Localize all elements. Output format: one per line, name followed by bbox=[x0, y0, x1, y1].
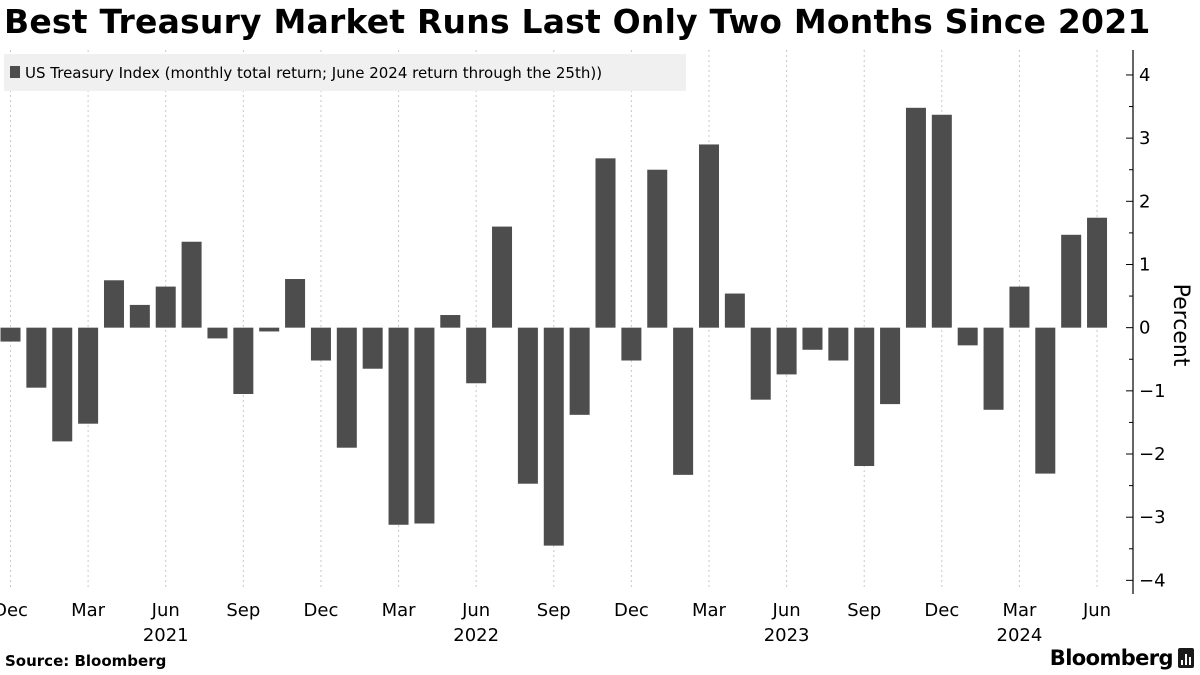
bar-2022-06 bbox=[466, 327, 487, 384]
bar-2021-12 bbox=[310, 327, 331, 361]
bar-2022-01 bbox=[336, 327, 357, 448]
x-tick-label: Sep bbox=[847, 600, 881, 621]
chart-bars-icon bbox=[1178, 648, 1194, 668]
bar-2021-09 bbox=[233, 327, 254, 394]
brand-logo: Bloomberg bbox=[1050, 646, 1194, 670]
bar-2023-08 bbox=[828, 327, 849, 361]
legend: US Treasury Index (monthly total return;… bbox=[4, 54, 686, 91]
bar-2023-09 bbox=[854, 327, 875, 467]
x-tick-label: Mar bbox=[382, 600, 417, 621]
bar-2024-01 bbox=[957, 327, 978, 346]
bar-2021-01 bbox=[26, 327, 47, 388]
bar-2023-05 bbox=[750, 327, 771, 400]
x-tick-label: Mar bbox=[692, 600, 727, 621]
bar-2023-04 bbox=[724, 293, 745, 328]
y-tick-label: 4 bbox=[1139, 65, 1150, 86]
bar-2023-03 bbox=[698, 144, 719, 328]
bar-2022-03 bbox=[388, 327, 409, 525]
x-tick-label: Jun bbox=[151, 600, 180, 621]
bar-2023-07 bbox=[802, 327, 823, 350]
x-year-label: 2022 bbox=[453, 625, 499, 646]
bar-2022-10 bbox=[569, 327, 590, 415]
y-axis-label: Percent bbox=[1168, 284, 1193, 367]
bar-2021-07 bbox=[181, 241, 202, 328]
chart-title: Best Treasury Market Runs Last Only Two … bbox=[4, 2, 1151, 41]
y-tick-label: −3 bbox=[1139, 507, 1166, 528]
bar-2021-04 bbox=[103, 280, 124, 328]
x-tick-label: Dec bbox=[924, 600, 959, 621]
x-tick-label: Mar bbox=[71, 600, 106, 621]
bar-2021-02 bbox=[52, 327, 73, 442]
source-note: Source: Bloomberg bbox=[5, 652, 167, 670]
x-tick-label: Jun bbox=[1082, 600, 1111, 621]
bar-2021-05 bbox=[129, 304, 150, 328]
bar-2023-12 bbox=[931, 114, 952, 328]
bar-2022-12 bbox=[621, 327, 642, 361]
bar-2022-11 bbox=[595, 158, 616, 328]
legend-background bbox=[4, 54, 686, 91]
x-axis: Dec Mar Jun 2021 Sep Dec Mar Jun 2022 Sep Dec Mar Ju… bbox=[0, 600, 1111, 646]
y-tick-label: −2 bbox=[1139, 444, 1166, 465]
bar-2022-05 bbox=[440, 315, 461, 328]
y-tick-label: −1 bbox=[1139, 381, 1166, 402]
y-tick-label: 2 bbox=[1139, 191, 1150, 212]
legend-label: US Treasury Index (monthly total return;… bbox=[25, 64, 602, 82]
bar-2023-10 bbox=[880, 327, 901, 405]
x-tick-label: Dec bbox=[0, 600, 28, 621]
x-tick-label: Sep bbox=[226, 600, 260, 621]
x-year-label: 2023 bbox=[764, 625, 810, 646]
bar-2024-05 bbox=[1061, 234, 1082, 328]
x-tick-label: Jun bbox=[461, 600, 490, 621]
bar-2021-03 bbox=[78, 327, 99, 424]
bar-2023-11 bbox=[905, 107, 926, 328]
y-tick-label: 3 bbox=[1139, 128, 1150, 149]
x-year-label: 2021 bbox=[143, 625, 189, 646]
y-tick-label: 1 bbox=[1139, 254, 1150, 275]
bar-2023-02 bbox=[673, 327, 694, 475]
legend-swatch bbox=[10, 66, 20, 78]
bar-2022-07 bbox=[492, 226, 513, 328]
bar-2024-02 bbox=[983, 327, 1004, 410]
bar-2022-09 bbox=[543, 327, 564, 546]
bar-2022-02 bbox=[362, 327, 383, 369]
bar-2021-08 bbox=[207, 327, 228, 339]
bar-2021-06 bbox=[155, 286, 176, 328]
bar-2020-12 bbox=[0, 327, 21, 342]
bar-2021-10 bbox=[259, 327, 280, 332]
x-tick-label: Dec bbox=[614, 600, 649, 621]
y-tick-label: 0 bbox=[1139, 318, 1150, 339]
bar-2024-04 bbox=[1035, 327, 1056, 474]
x-tick-label: Sep bbox=[537, 600, 571, 621]
x-tick-label: Dec bbox=[304, 600, 339, 621]
bar-2024-06 bbox=[1087, 217, 1108, 328]
bar-2023-01 bbox=[647, 169, 668, 328]
y-axis: 4 3 2 1 0 −1 −2 −3 −4 bbox=[1126, 50, 1166, 594]
bar-2022-08 bbox=[517, 327, 538, 484]
x-year-label: 2024 bbox=[997, 625, 1043, 646]
y-tick-label: −4 bbox=[1139, 570, 1166, 591]
bar-2023-06 bbox=[776, 327, 797, 375]
x-tick-label: Mar bbox=[1002, 600, 1037, 621]
bar-2021-11 bbox=[285, 279, 306, 328]
brand-name: Bloomberg bbox=[1049, 646, 1174, 670]
bar-2024-03 bbox=[1009, 286, 1030, 328]
bar-2022-04 bbox=[414, 327, 435, 524]
x-tick-label: Jun bbox=[772, 600, 801, 621]
bars bbox=[0, 107, 1108, 546]
